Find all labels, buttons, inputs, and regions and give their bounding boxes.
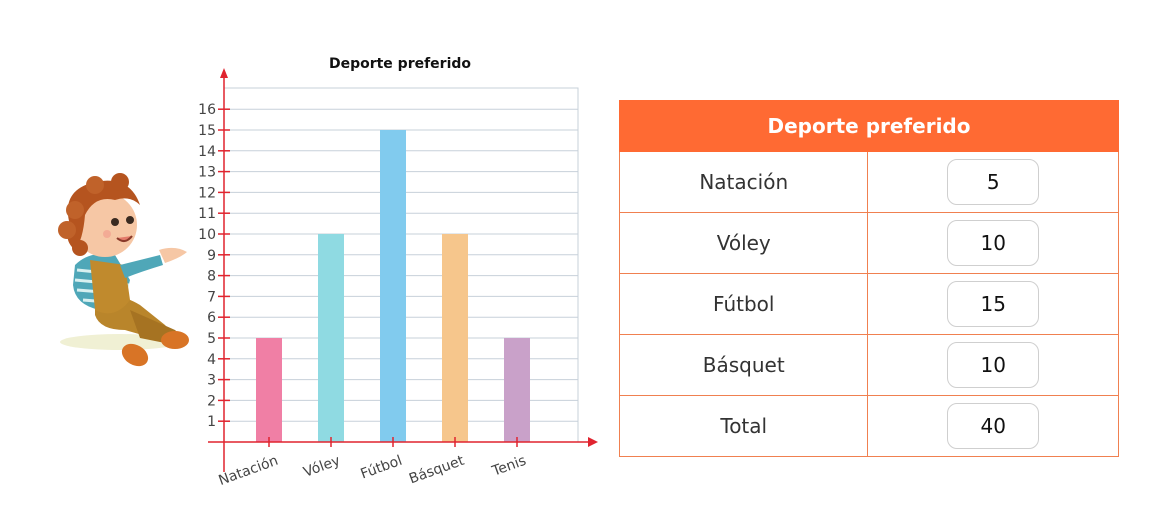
value-input[interactable]: 5 bbox=[947, 159, 1040, 205]
y-tick-label: 10 bbox=[198, 227, 216, 243]
y-tick-label: 9 bbox=[207, 248, 216, 264]
value-input[interactable]: 15 bbox=[947, 281, 1040, 327]
y-axis-arrow bbox=[220, 68, 228, 78]
row-label: Vóley bbox=[618, 212, 869, 274]
x-tick-label: Tenis bbox=[489, 453, 528, 480]
y-tick-label: 8 bbox=[207, 269, 216, 285]
bar-3 bbox=[442, 234, 468, 442]
x-tick-label: Natación bbox=[216, 453, 280, 489]
x-tick-label: Fútbol bbox=[358, 453, 404, 483]
y-tick-label: 16 bbox=[198, 102, 216, 118]
table-row: Natación 5 bbox=[618, 151, 1119, 213]
x-axis-arrow bbox=[588, 437, 598, 447]
row-label: Natación bbox=[618, 151, 869, 213]
x-tick-label: Vóley bbox=[301, 453, 342, 481]
y-tick-label: 3 bbox=[207, 373, 216, 389]
table-row: Fútbol 15 bbox=[618, 273, 1119, 335]
y-tick-label: 1 bbox=[207, 414, 216, 430]
y-tick-label: 5 bbox=[207, 331, 216, 347]
chart-title: Deporte preferido bbox=[328, 56, 472, 72]
bar-4 bbox=[504, 338, 530, 442]
bar-1 bbox=[318, 234, 344, 442]
y-tick-label: 11 bbox=[198, 206, 216, 222]
table-row: Básquet 10 bbox=[618, 334, 1119, 396]
y-tick-label: 7 bbox=[207, 289, 216, 305]
row-label: Fútbol bbox=[618, 273, 869, 335]
y-tick-label: 15 bbox=[198, 123, 216, 139]
table-row: Vóley 10 bbox=[618, 212, 1119, 274]
y-tick-label: 4 bbox=[207, 352, 216, 368]
table-row: Total 40 bbox=[618, 395, 1119, 457]
y-tick-label: 6 bbox=[207, 310, 216, 326]
x-tick-label: Básquet bbox=[407, 453, 467, 488]
y-tick-label: 12 bbox=[198, 185, 216, 201]
table-header: Deporte preferido bbox=[619, 100, 1119, 152]
sports-table: Deporte preferido Natación 5 Vóley 10 Fú… bbox=[618, 100, 1119, 457]
bar-0 bbox=[256, 338, 282, 442]
y-tick-label: 13 bbox=[198, 165, 216, 181]
y-tick-label: 14 bbox=[198, 144, 216, 160]
value-input[interactable]: 40 bbox=[947, 403, 1040, 449]
y-tick-label: 2 bbox=[207, 393, 216, 409]
value-input[interactable]: 10 bbox=[947, 342, 1040, 388]
bar-2 bbox=[380, 130, 406, 442]
child-illustration bbox=[58, 173, 189, 367]
row-label: Básquet bbox=[618, 334, 869, 396]
row-label: Total bbox=[618, 395, 869, 457]
value-input[interactable]: 10 bbox=[947, 220, 1040, 266]
